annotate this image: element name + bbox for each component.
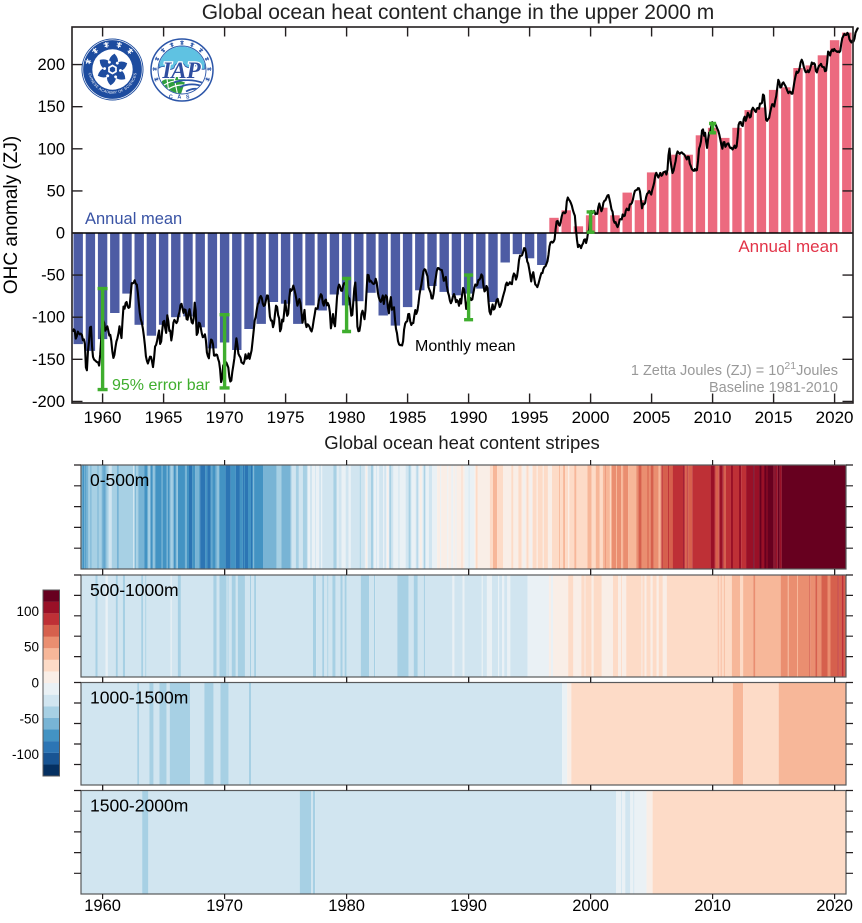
svg-text:50: 50 — [24, 640, 39, 655]
svg-text:Baseline 1981-2010: Baseline 1981-2010 — [709, 380, 838, 396]
svg-text:2015: 2015 — [755, 408, 793, 427]
svg-text:0: 0 — [56, 225, 65, 243]
svg-text:100: 100 — [37, 140, 65, 158]
svg-text:95% error bar: 95% error bar — [112, 377, 210, 394]
svg-text:-50: -50 — [41, 267, 65, 285]
svg-text:1975: 1975 — [267, 408, 305, 427]
svg-text:100: 100 — [16, 604, 39, 619]
svg-text:1995: 1995 — [511, 408, 549, 427]
svg-text:Annual mean: Annual mean — [85, 210, 182, 228]
svg-text:Global ocean heat content chan: Global ocean heat content change in the … — [202, 1, 715, 24]
svg-text:1980: 1980 — [328, 897, 365, 915]
svg-text:0: 0 — [31, 676, 39, 691]
svg-text:2010: 2010 — [694, 408, 732, 427]
svg-text:1970: 1970 — [206, 897, 243, 915]
svg-text:500-1000m: 500-1000m — [90, 580, 179, 600]
svg-text:2000: 2000 — [572, 408, 610, 427]
svg-text:1990: 1990 — [450, 408, 488, 427]
svg-text:Annual mean: Annual mean — [738, 237, 838, 256]
svg-text:200: 200 — [37, 56, 65, 74]
svg-text:2000: 2000 — [572, 897, 609, 915]
svg-text:1990: 1990 — [450, 897, 487, 915]
svg-text:-100: -100 — [12, 747, 39, 762]
svg-text:IAP: IAP — [161, 58, 201, 83]
svg-text:1 Zetta Joules (ZJ) = 1021Joul: 1 Zetta Joules (ZJ) = 1021Joules — [631, 360, 838, 379]
svg-text:1960: 1960 — [84, 897, 121, 915]
svg-text:1970: 1970 — [206, 408, 244, 427]
svg-text:1000-1500m: 1000-1500m — [90, 688, 188, 708]
svg-text:2020: 2020 — [816, 408, 854, 427]
svg-text:1500-2000m: 1500-2000m — [90, 796, 188, 816]
svg-text:1965: 1965 — [145, 408, 183, 427]
svg-text:150: 150 — [37, 98, 65, 116]
svg-text:1980: 1980 — [328, 408, 366, 427]
svg-text:OHC anomaly (ZJ): OHC anomaly (ZJ) — [1, 136, 22, 294]
svg-text:2005: 2005 — [633, 408, 671, 427]
svg-text:CAS: CAS — [169, 95, 194, 101]
svg-text:Global ocean heat content stri: Global ocean heat content stripes — [324, 432, 600, 453]
svg-text:0-500m: 0-500m — [90, 470, 149, 490]
svg-text:2010: 2010 — [694, 897, 731, 915]
svg-text:2020: 2020 — [816, 897, 853, 915]
svg-text:-100: -100 — [32, 309, 65, 327]
svg-text:-200: -200 — [32, 393, 65, 411]
svg-text:1960: 1960 — [84, 408, 122, 427]
svg-text:Monthly mean: Monthly mean — [415, 338, 516, 355]
svg-text:-150: -150 — [32, 351, 65, 369]
svg-text:1985: 1985 — [389, 408, 427, 427]
svg-text:-50: -50 — [19, 711, 39, 726]
svg-text:50: 50 — [47, 182, 65, 200]
